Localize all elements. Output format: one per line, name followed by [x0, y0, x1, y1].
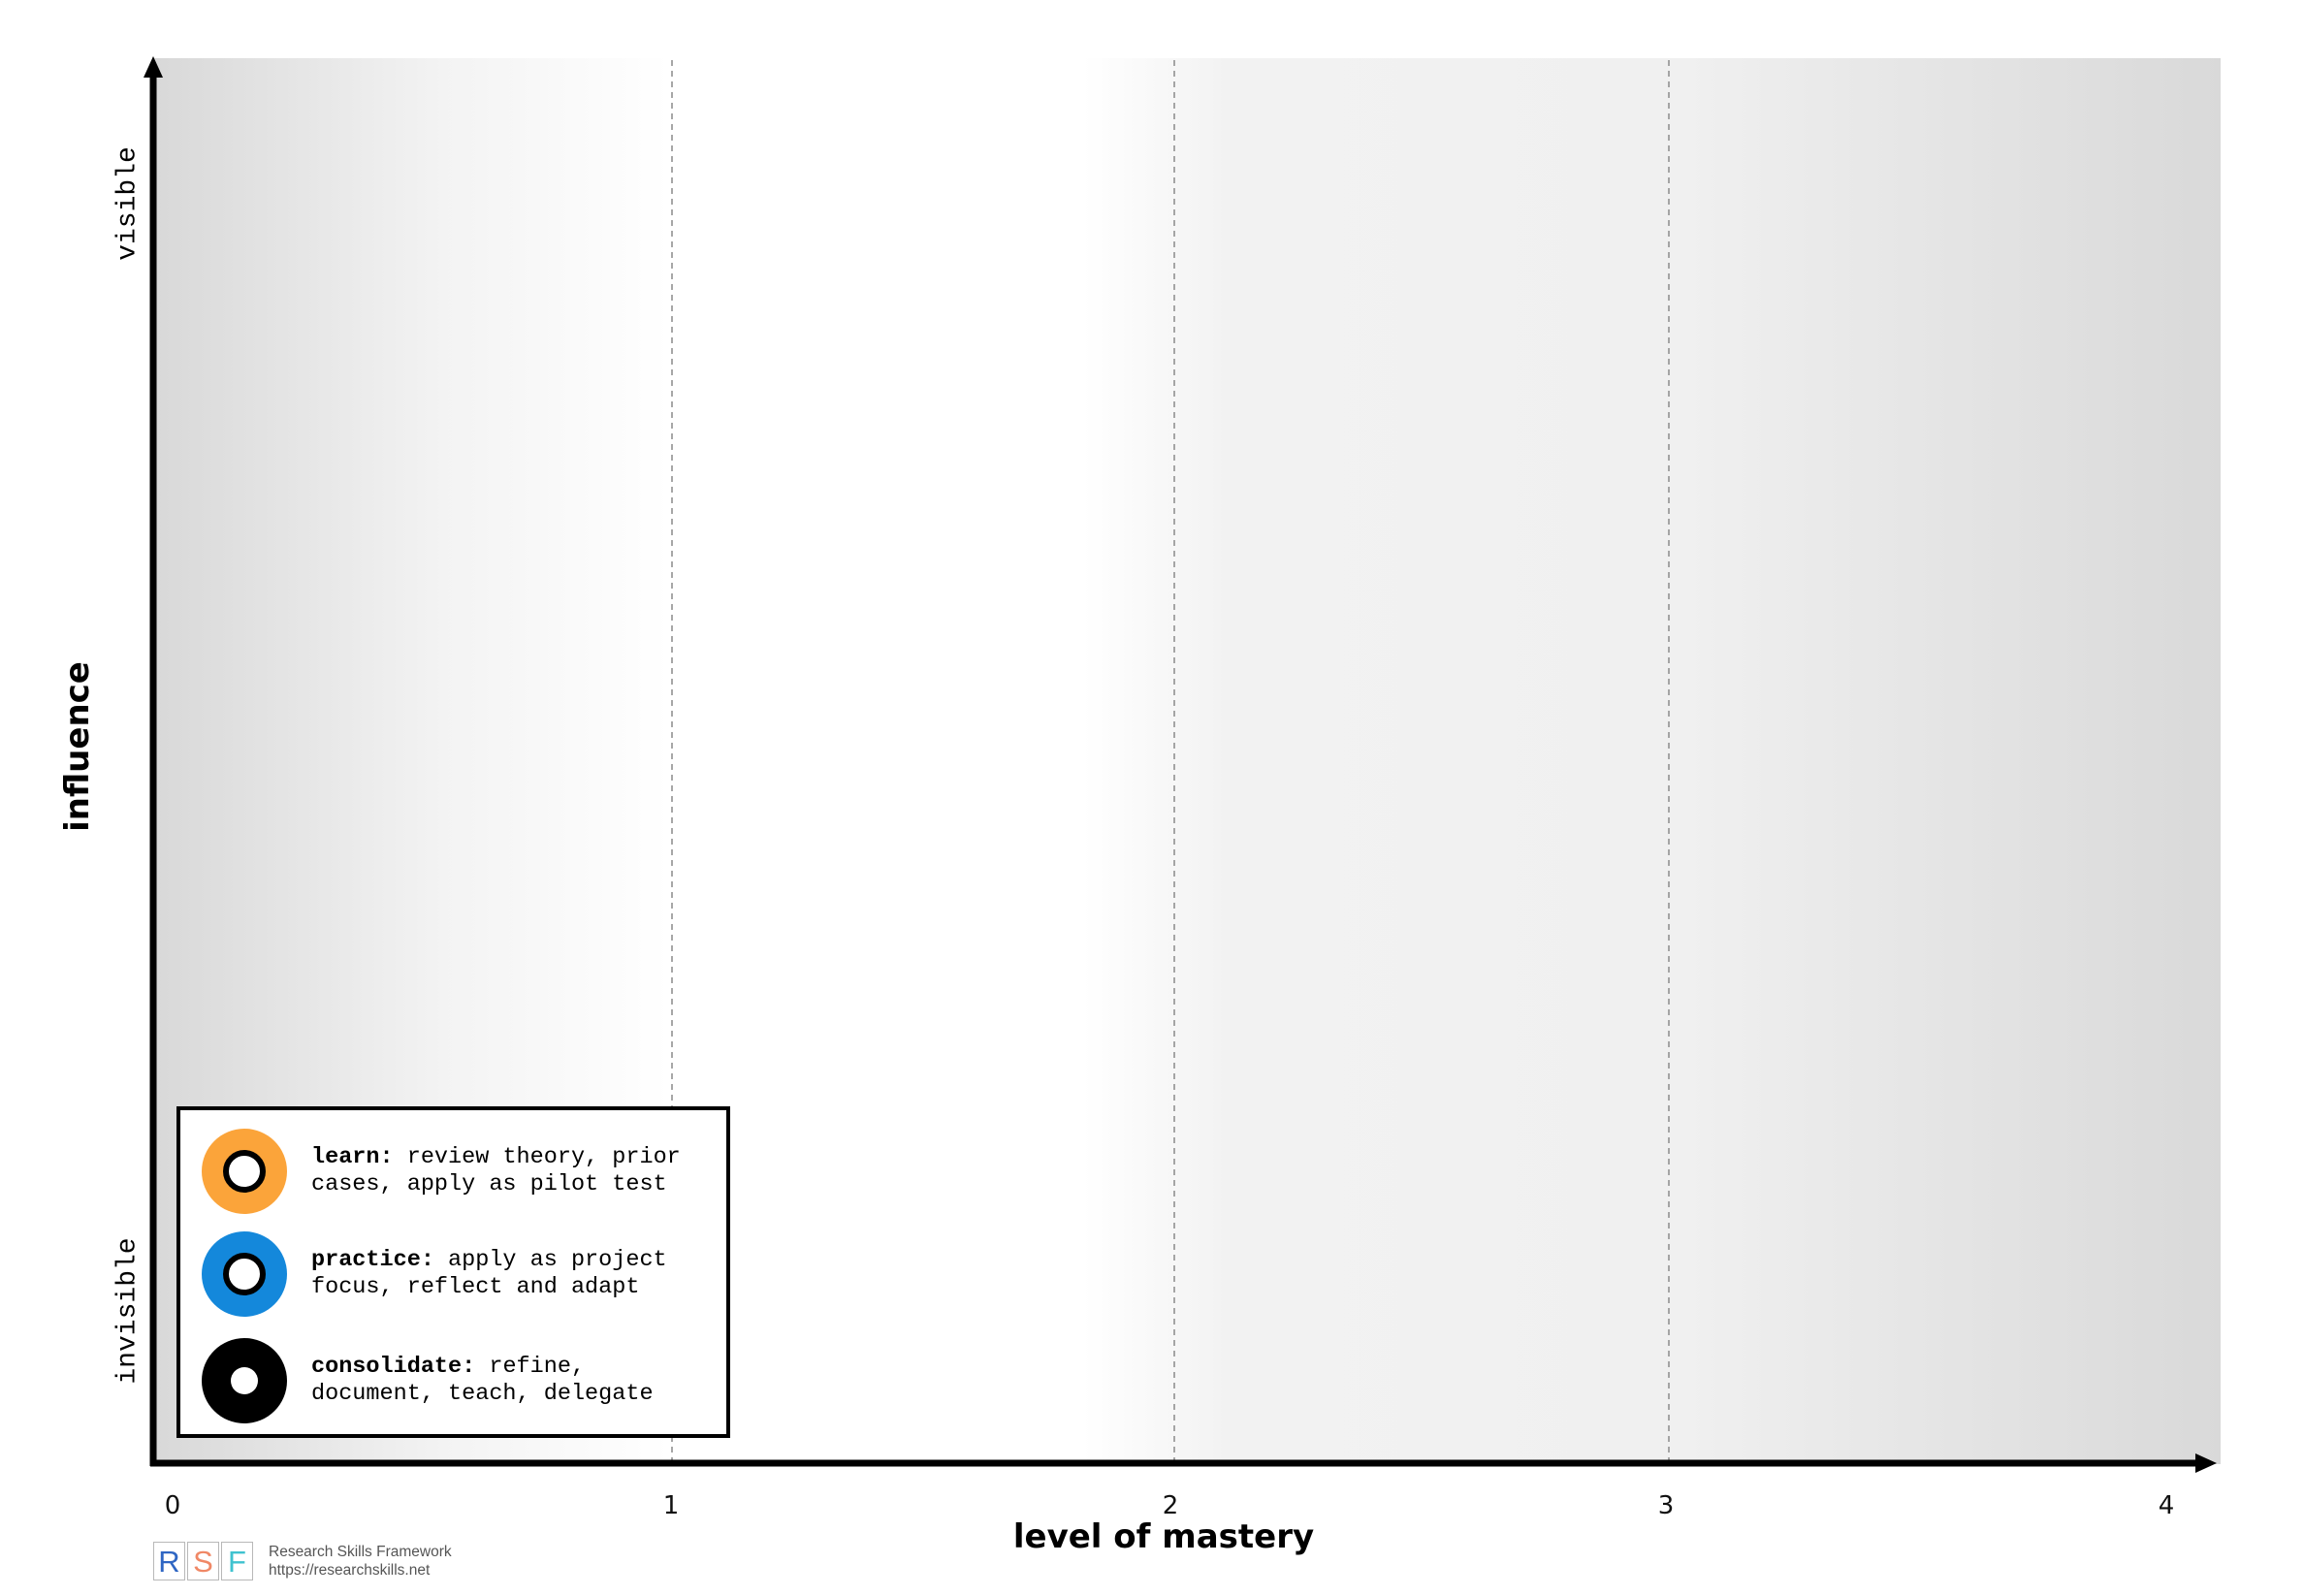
legend-description: review theory, prior cases, apply as pil… [311, 1144, 681, 1197]
x-tick-label: 1 [662, 1491, 680, 1520]
learn-circle-icon [202, 1129, 287, 1214]
x-tick-label: 4 [2158, 1491, 2175, 1520]
brand-name: Research Skills Framework [269, 1544, 452, 1560]
brand-url: https://researchskills.net [269, 1562, 431, 1579]
x-axis-title: level of mastery [1012, 1517, 1315, 1556]
rsf-logo-f: F [221, 1542, 253, 1580]
y-axis-low-label: invisible [112, 1237, 144, 1385]
x-tick-label: 0 [164, 1491, 181, 1520]
dot-center [231, 1367, 258, 1394]
legend-item-learn: learn: review theory, prior cases, apply… [202, 1129, 716, 1216]
y-axis-arrowhead [144, 56, 163, 78]
consolidate-dot-icon [202, 1338, 287, 1423]
legend-text: learn: review theory, prior cases, apply… [311, 1144, 719, 1198]
x-tick-label: 2 [1162, 1491, 1179, 1520]
legend-term: learn: [311, 1144, 394, 1170]
legend: learn: review theory, prior cases, apply… [176, 1106, 730, 1438]
x-tick-label: 3 [1657, 1491, 1675, 1520]
legend-text: consolidate: refine, document, teach, de… [311, 1354, 719, 1408]
legend-description: apply as project focus, reflect and adap… [311, 1247, 667, 1300]
rsf-branding: R S F Research Skills Framework https://… [153, 1542, 483, 1582]
legend-text: practice: apply as project focus, reflec… [311, 1247, 719, 1301]
practice-circle-icon [202, 1231, 287, 1317]
ring-hole [223, 1150, 266, 1193]
legend-description: refine, document, teach, delegate [311, 1354, 654, 1407]
x-axis-arrowhead [2195, 1453, 2217, 1473]
rsf-logo-s: S [187, 1542, 219, 1580]
legend-term: practice: [311, 1247, 434, 1273]
rsf-logo-r: R [153, 1542, 185, 1580]
legend-term: consolidate: [311, 1354, 476, 1380]
y-axis-title: influence [58, 661, 97, 832]
ring-hole [223, 1253, 266, 1295]
legend-item-practice: practice: apply as project focus, reflec… [202, 1231, 716, 1319]
legend-item-consolidate: consolidate: refine, document, teach, de… [202, 1338, 716, 1425]
y-axis-high-label: visible [112, 146, 144, 261]
